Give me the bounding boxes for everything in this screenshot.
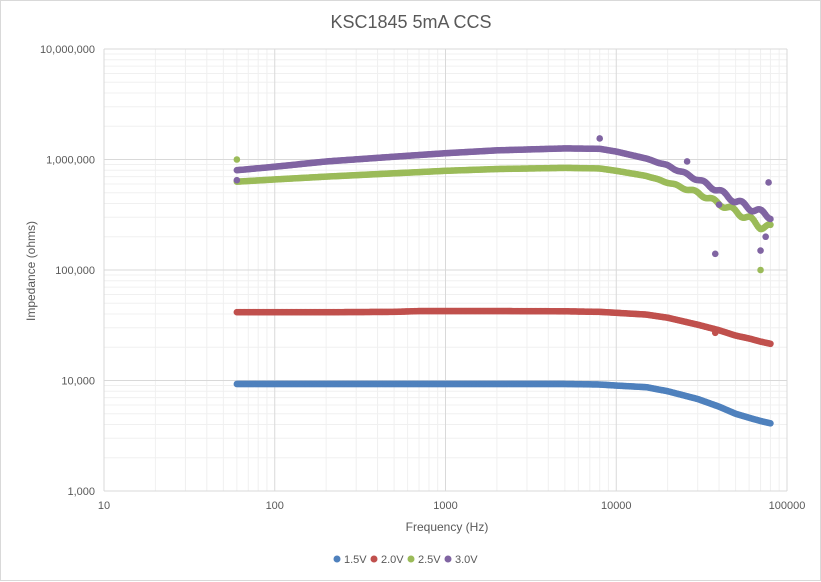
outlier-point bbox=[233, 176, 241, 184]
y-axis-title: Impedance (ohms) bbox=[24, 221, 38, 321]
outlier-point bbox=[596, 135, 604, 142]
legend-marker-1.5V bbox=[333, 555, 341, 563]
x-tick-label: 100000 bbox=[769, 500, 806, 512]
data-point bbox=[767, 340, 774, 348]
outlier-point bbox=[711, 250, 719, 258]
legend-label-2.5V: 2.5V bbox=[418, 554, 441, 566]
y-tick-label: 10,000,000 bbox=[40, 44, 95, 56]
x-axis-ticks: 10 100 1000 10000 100000 bbox=[98, 500, 805, 512]
y-tick-label: 1,000 bbox=[67, 486, 95, 498]
outlier-point bbox=[233, 156, 241, 163]
y-tick-label: 1,000,000 bbox=[46, 155, 95, 167]
legend-marker-2.0V bbox=[370, 555, 378, 563]
series-layer bbox=[233, 135, 774, 427]
outlier-point bbox=[765, 179, 772, 186]
legend-label-1.5V: 1.5V bbox=[344, 554, 367, 566]
x-tick-label: 10000 bbox=[601, 500, 632, 512]
x-tick-label: 100 bbox=[266, 500, 284, 512]
outlier-point bbox=[715, 201, 723, 208]
legend: 1.5V 2.0V 2.5V 3.0V bbox=[333, 554, 478, 566]
legend-marker-2.5V bbox=[407, 555, 415, 563]
legend-label-3.0V: 3.0V bbox=[455, 554, 478, 566]
y-axis-ticks: 1,000 10,000 100,000 1,000,000 10,000,000 bbox=[40, 44, 95, 498]
data-point bbox=[767, 215, 774, 223]
outlier-point bbox=[683, 158, 691, 165]
series-1.5V bbox=[233, 380, 774, 427]
legend-marker-3.0V bbox=[444, 555, 452, 563]
outlier-point bbox=[711, 329, 719, 337]
legend-label-2.0V: 2.0V bbox=[381, 554, 404, 566]
series-3.0V bbox=[233, 135, 774, 258]
x-axis-title: Frequency (Hz) bbox=[406, 520, 489, 534]
series-2.0V bbox=[233, 307, 774, 348]
x-tick-label: 10 bbox=[98, 500, 110, 512]
chart-title: KSC1845 5mA CCS bbox=[330, 12, 491, 32]
series-2.5V bbox=[233, 156, 774, 274]
y-tick-label: 10,000 bbox=[61, 376, 95, 388]
major-gridlines bbox=[103, 48, 788, 492]
outlier-point bbox=[757, 266, 764, 274]
data-point bbox=[767, 221, 774, 229]
y-tick-label: 100,000 bbox=[55, 265, 95, 277]
outlier-point bbox=[757, 247, 764, 254]
x-tick-label: 1000 bbox=[433, 500, 457, 512]
outlier-point bbox=[762, 233, 769, 241]
data-point bbox=[767, 419, 774, 427]
